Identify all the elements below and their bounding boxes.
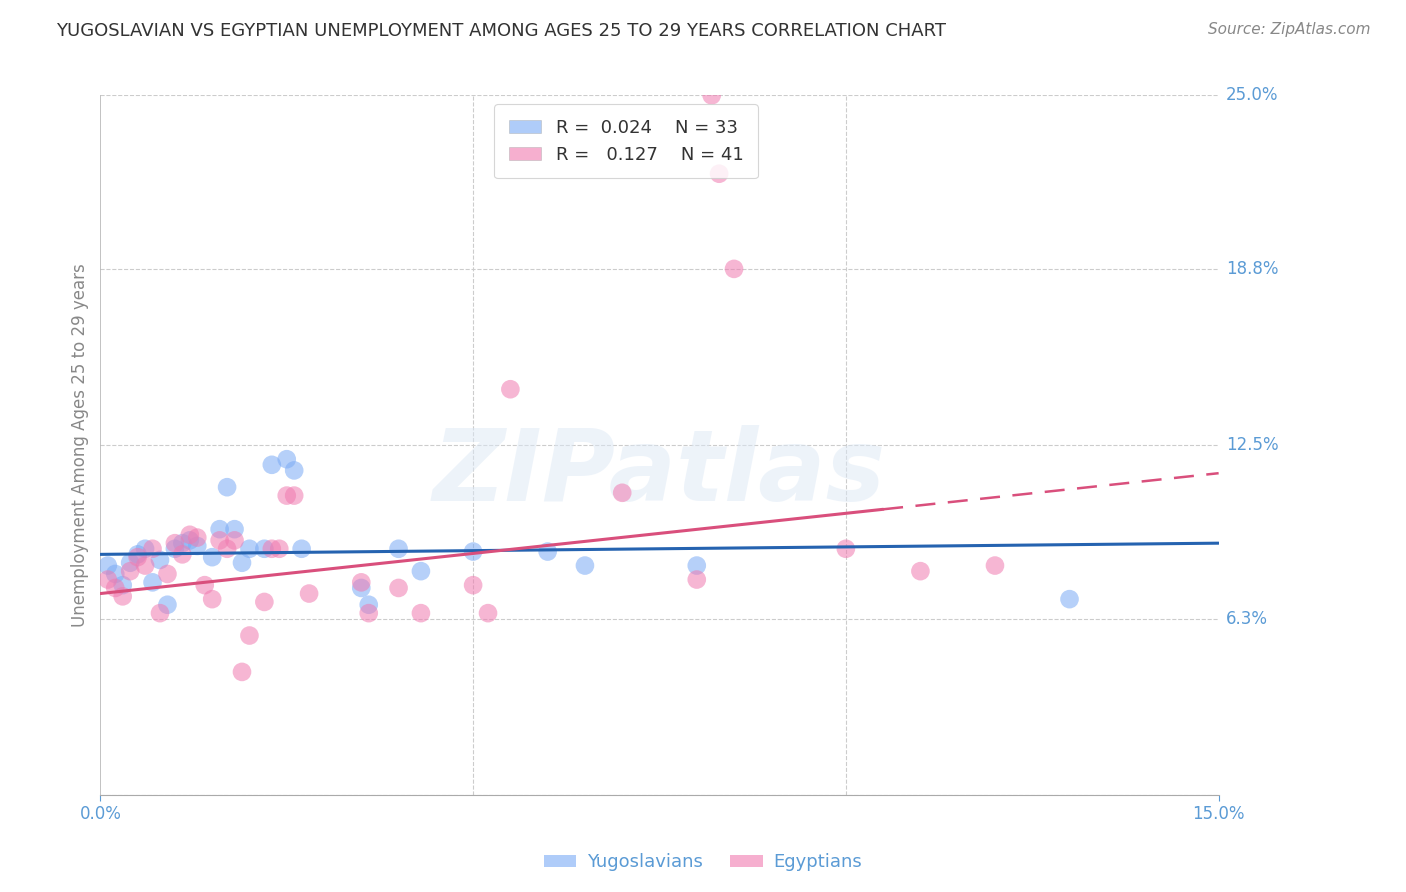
Point xyxy=(224,522,246,536)
Point xyxy=(723,261,745,276)
Point xyxy=(104,581,127,595)
Point xyxy=(238,628,260,642)
Point xyxy=(1059,592,1081,607)
Point xyxy=(186,531,208,545)
Point xyxy=(134,541,156,556)
Point xyxy=(700,88,723,103)
Point xyxy=(201,592,224,607)
Point xyxy=(97,573,120,587)
Point xyxy=(686,558,709,573)
Point xyxy=(217,541,239,556)
Point xyxy=(276,489,298,503)
Point xyxy=(574,558,596,573)
Point xyxy=(156,598,179,612)
Point xyxy=(298,586,321,600)
Text: Source: ZipAtlas.com: Source: ZipAtlas.com xyxy=(1208,22,1371,37)
Point xyxy=(537,544,560,558)
Point xyxy=(186,539,208,553)
Point xyxy=(835,541,858,556)
Text: YUGOSLAVIAN VS EGYPTIAN UNEMPLOYMENT AMONG AGES 25 TO 29 YEARS CORRELATION CHART: YUGOSLAVIAN VS EGYPTIAN UNEMPLOYMENT AMO… xyxy=(56,22,946,40)
Point xyxy=(217,480,239,494)
Point xyxy=(387,581,409,595)
Point xyxy=(283,463,305,477)
Point xyxy=(163,541,186,556)
Point xyxy=(134,558,156,573)
Point xyxy=(350,581,373,595)
Point xyxy=(111,578,134,592)
Point xyxy=(910,564,932,578)
Point xyxy=(269,541,291,556)
Y-axis label: Unemployment Among Ages 25 to 29 years: Unemployment Among Ages 25 to 29 years xyxy=(72,263,89,627)
Point xyxy=(149,606,172,620)
Point xyxy=(141,575,163,590)
Text: 25.0%: 25.0% xyxy=(1226,87,1278,104)
Point xyxy=(224,533,246,548)
Point xyxy=(156,566,179,581)
Point xyxy=(283,489,305,503)
Point xyxy=(208,533,231,548)
Point xyxy=(707,167,730,181)
Point xyxy=(276,452,298,467)
Point xyxy=(461,578,484,592)
Point xyxy=(231,556,253,570)
Point xyxy=(127,547,149,561)
Text: ZIPatlas: ZIPatlas xyxy=(433,425,886,522)
Point xyxy=(163,536,186,550)
Point xyxy=(179,533,201,548)
Point xyxy=(260,541,283,556)
Point xyxy=(612,485,634,500)
Text: 18.8%: 18.8% xyxy=(1226,260,1278,278)
Point xyxy=(149,553,172,567)
Point xyxy=(477,606,499,620)
Point xyxy=(291,541,314,556)
Legend: R =  0.024    N = 33, R =   0.127    N = 41: R = 0.024 N = 33, R = 0.127 N = 41 xyxy=(494,104,758,178)
Point xyxy=(120,564,142,578)
Point xyxy=(350,575,373,590)
Point xyxy=(172,547,194,561)
Point xyxy=(194,578,217,592)
Point xyxy=(253,595,276,609)
Text: 12.5%: 12.5% xyxy=(1226,436,1278,454)
Point xyxy=(141,541,163,556)
Point xyxy=(409,564,432,578)
Point xyxy=(127,550,149,565)
Point xyxy=(172,536,194,550)
Legend: Yugoslavians, Egyptians: Yugoslavians, Egyptians xyxy=(537,847,869,879)
Point xyxy=(461,544,484,558)
Point xyxy=(686,573,709,587)
Point xyxy=(357,606,380,620)
Point xyxy=(387,541,409,556)
Text: 6.3%: 6.3% xyxy=(1226,610,1268,628)
Point xyxy=(260,458,283,472)
Point xyxy=(120,556,142,570)
Point xyxy=(984,558,1007,573)
Point xyxy=(208,522,231,536)
Point xyxy=(357,598,380,612)
Point xyxy=(111,590,134,604)
Point xyxy=(409,606,432,620)
Point xyxy=(104,566,127,581)
Point xyxy=(253,541,276,556)
Point xyxy=(201,550,224,565)
Point xyxy=(97,558,120,573)
Point xyxy=(231,665,253,679)
Point xyxy=(179,528,201,542)
Point xyxy=(238,541,260,556)
Point xyxy=(499,382,522,396)
